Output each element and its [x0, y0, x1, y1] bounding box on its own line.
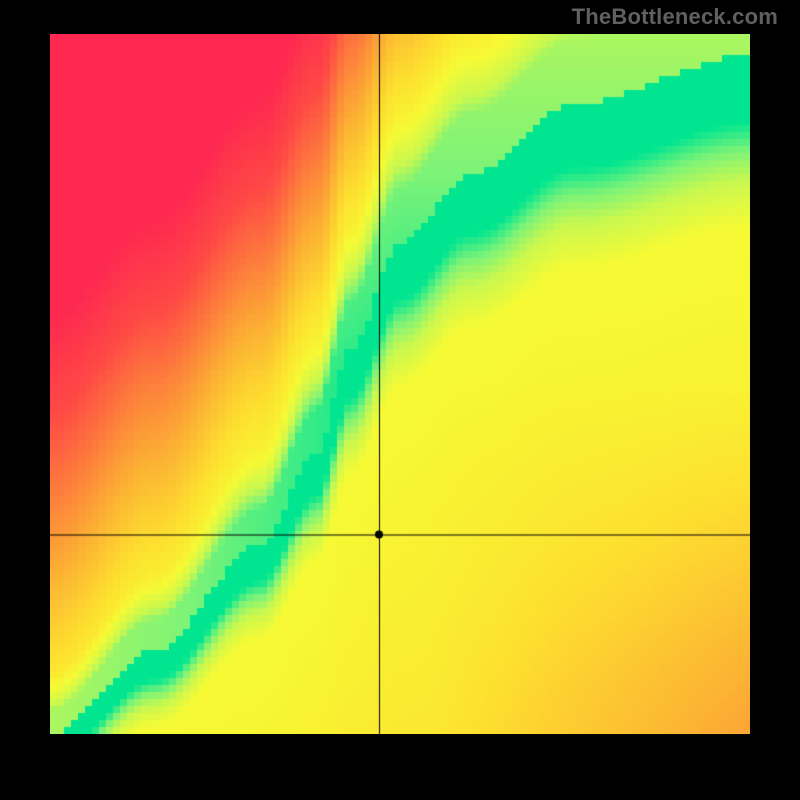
watermark-label: TheBottleneck.com	[572, 4, 778, 30]
chart-container: TheBottleneck.com	[0, 0, 800, 800]
bottleneck-heatmap	[50, 34, 750, 734]
